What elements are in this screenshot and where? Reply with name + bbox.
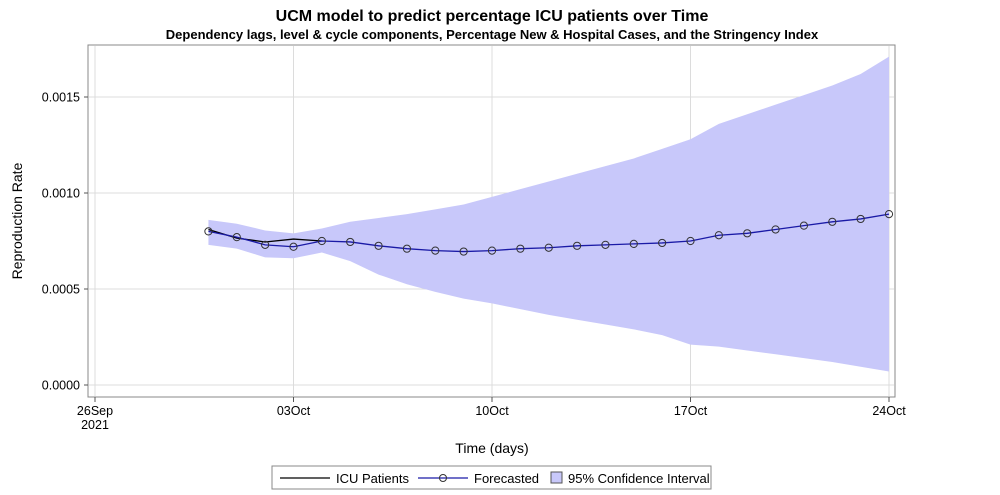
legend-ci-label: 95% Confidence Interval <box>568 471 710 486</box>
forecasted-marker-15 <box>629 239 638 248</box>
chart-subtitle: Dependency lags, level & cycle component… <box>166 27 819 42</box>
x-axis-label: Time (days) <box>455 440 528 456</box>
y-tick-label-2: 0.0010 <box>42 187 80 201</box>
legend-forecast-marker-swatch <box>439 474 447 482</box>
forecasted-marker-10 <box>487 246 497 255</box>
forecasted-marker-5 <box>346 237 355 247</box>
x-tick-label-1: 03Oct <box>277 404 311 418</box>
forecasted-marker-8 <box>431 246 440 255</box>
forecasted-marker-4 <box>317 236 326 246</box>
legend: ICU Patients Forecasted 95% Confidence I… <box>271 465 712 490</box>
forecasted-marker-6 <box>374 241 383 250</box>
forecasted-marker-0 <box>204 227 213 236</box>
forecasted-marker-14 <box>601 240 610 249</box>
y-tick-label-1: 0.0005 <box>42 283 80 297</box>
forecasted-marker-21 <box>799 221 809 230</box>
forecasted-marker-1 <box>232 233 241 242</box>
forecasted-marker-22 <box>828 217 837 226</box>
legend-icu-label: ICU Patients <box>336 471 409 486</box>
forecasted-marker-20 <box>771 225 780 234</box>
forecasted-marker-24 <box>884 210 894 219</box>
forecasted-marker-23 <box>856 214 865 224</box>
chart-title: UCM model to predict percentage ICU pati… <box>276 8 709 25</box>
forecasted-marker-13 <box>572 241 582 250</box>
forecasted-marker-3 <box>289 242 298 251</box>
y-axis-label: Reproduction Rate <box>9 162 25 279</box>
forecasted-line <box>208 213 890 253</box>
forecasted-marker-7 <box>402 244 412 253</box>
x-tick-label-4: 24Oct <box>872 404 906 418</box>
confidence-interval-band <box>208 56 889 372</box>
forecasted-marker-19 <box>743 229 752 238</box>
forecasted-marker-2 <box>261 240 270 249</box>
y-tick-label-3: 0.0015 <box>42 91 80 105</box>
y-tick-label-0: 0.0000 <box>42 379 80 393</box>
x-tick-label-2: 10Oct <box>475 404 509 418</box>
confidence-band-layer <box>208 56 889 372</box>
x-tick-label-0: 26Sep <box>77 404 113 418</box>
forecasted-marker-12 <box>544 243 553 252</box>
forecasted-marker-16 <box>658 238 667 248</box>
forecasted-marker-17 <box>686 236 695 246</box>
series-layer <box>204 210 894 256</box>
forecasted-marker-9 <box>459 247 468 256</box>
x-tick-label-3: 17Oct <box>674 404 708 418</box>
legend-forecast-label: Forecasted <box>474 471 539 486</box>
forecasted-marker-18 <box>714 231 723 240</box>
forecasted-marker-11 <box>516 244 525 253</box>
x-tick-sublabel-0: 2021 <box>81 418 109 432</box>
legend-ci-swatch <box>550 471 563 484</box>
legend-box <box>271 465 712 490</box>
